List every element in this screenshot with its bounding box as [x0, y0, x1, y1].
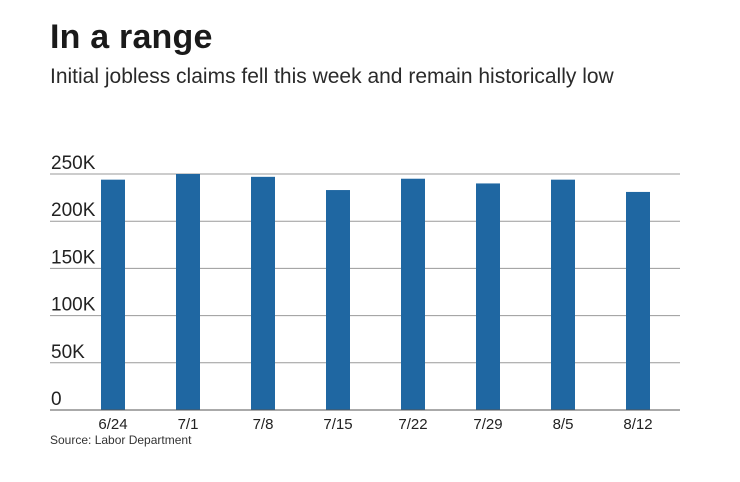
x-tick-label: 7/8: [253, 416, 274, 433]
bar-7-15: [326, 190, 350, 410]
gridlines: [50, 173, 680, 364]
x-tick-label: 8/5: [553, 416, 574, 433]
x-tick-label: 8/12: [623, 416, 652, 433]
chart-subtitle: Initial jobless claims fell this week an…: [50, 65, 614, 88]
x-tick-label: 7/22: [398, 416, 427, 433]
x-tick-label: 7/1: [178, 416, 199, 433]
bars: [101, 174, 650, 410]
y-tick-label: 0: [51, 389, 62, 410]
chart-title: In a range: [50, 18, 213, 56]
bar-7-22: [401, 178, 425, 410]
y-axis-ticks: 0 50K 100K 150K 200K 250K: [51, 153, 96, 410]
bar-7-29: [476, 183, 500, 410]
bar-7-8: [251, 176, 275, 410]
x-tick-label: 7/15: [323, 416, 352, 433]
y-tick-label: 150K: [51, 247, 96, 268]
x-axis-ticks: 6/24 7/1 7/8 7/15 7/22 7/29 8/5 8/12: [98, 416, 652, 433]
bar-8-12: [626, 191, 650, 410]
y-tick-label: 250K: [51, 153, 96, 174]
y-tick-label: 100K: [51, 295, 96, 316]
y-tick-label: 50K: [51, 342, 85, 363]
y-tick-label: 200K: [51, 200, 96, 221]
bar-8-5: [551, 179, 575, 410]
x-tick-label: 6/24: [98, 416, 127, 433]
x-tick-label: 7/29: [473, 416, 502, 433]
bar-7-1: [176, 174, 200, 410]
source-note: Source: Labor Department: [50, 433, 192, 447]
bar-6-24: [101, 179, 125, 410]
